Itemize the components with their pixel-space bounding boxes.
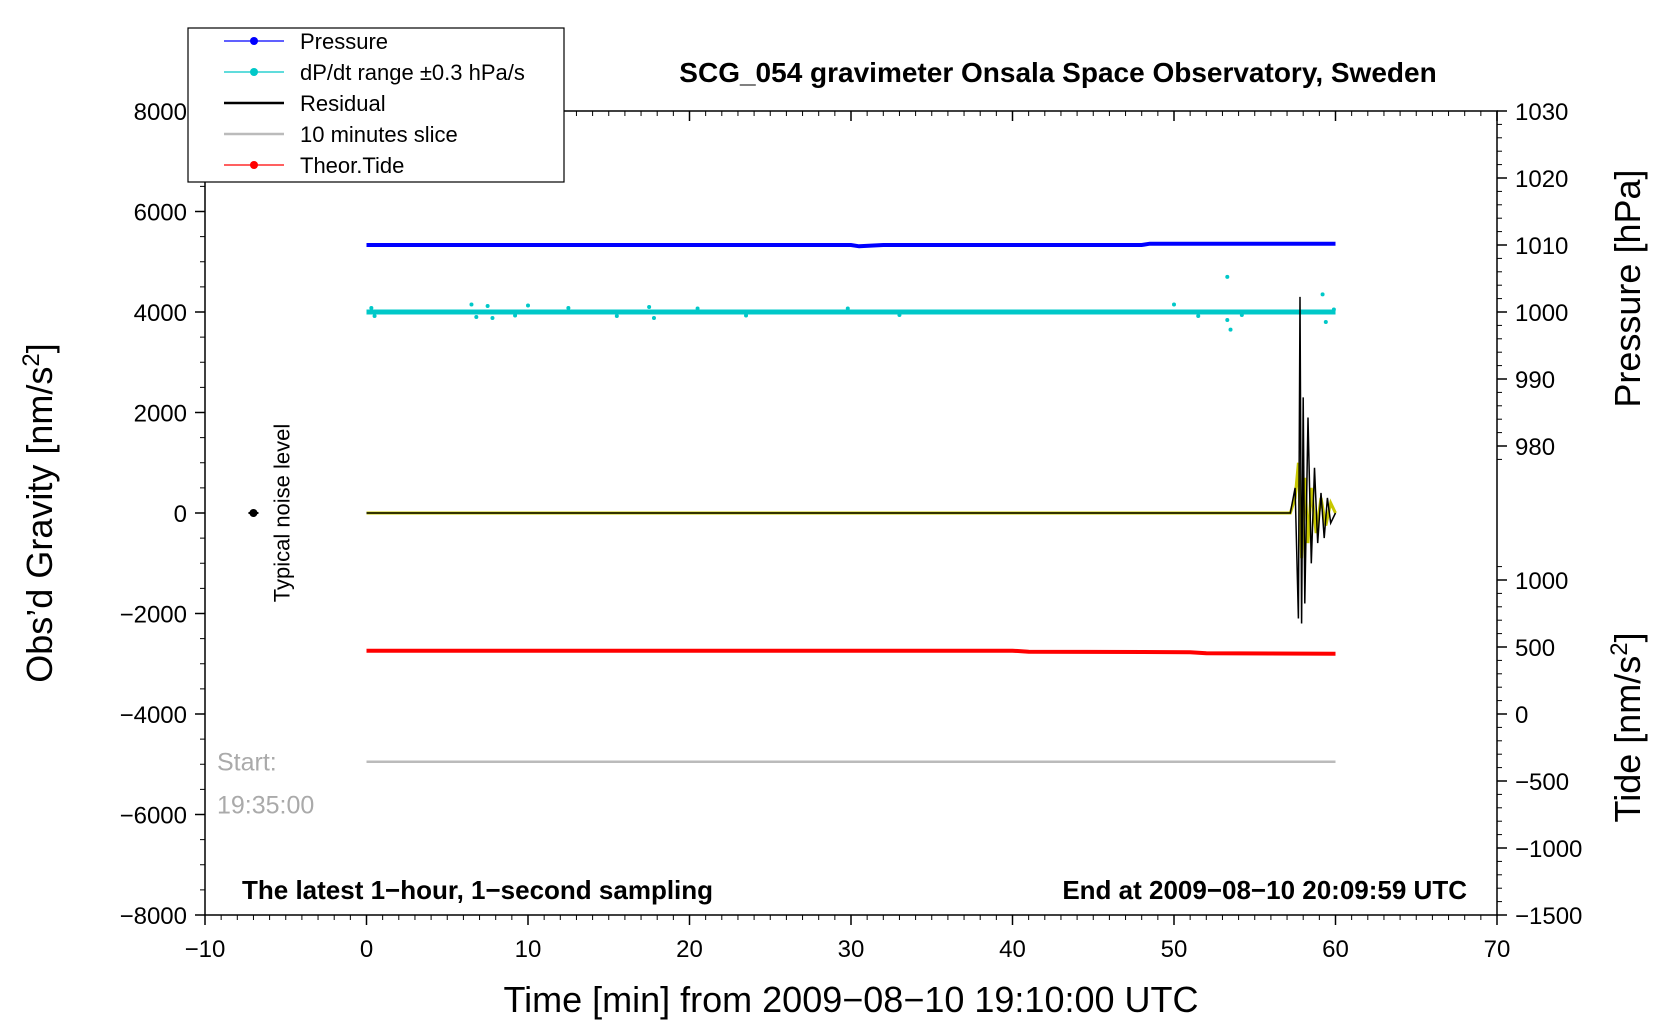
series-dpdt-point (1331, 307, 1336, 312)
series-dpdt-point (1239, 313, 1244, 318)
tide-tick-label: 0 (1515, 702, 1528, 729)
y-axis-tide: −1500 −1000 −500 0 500 1000 (1497, 566, 1582, 930)
noise-level-label: Typical noise level (269, 424, 294, 603)
series-dpdt-point (1225, 274, 1230, 279)
legend-marker (250, 37, 258, 45)
series-dpdt-point (897, 313, 902, 318)
series-dpdt-point (651, 316, 656, 321)
series-dpdt-point (744, 313, 749, 318)
x-axis: −10 0 10 20 30 40 50 60 70 (185, 111, 1511, 963)
x-tick-label: 10 (515, 936, 542, 963)
tide-tick-label: −1000 (1515, 836, 1582, 863)
pressure-tick-label: 1000 (1515, 300, 1568, 327)
y-axis-title-tide-sup: 2 (1606, 642, 1633, 655)
x-tick-label: 0 (360, 936, 373, 963)
legend-marker (250, 161, 258, 169)
start-label: Start: (217, 749, 277, 777)
y-tick-label: −4000 (120, 702, 187, 729)
legend-marker (250, 68, 258, 76)
y-axis-pressure: 980 990 1000 1010 1020 1030 (1497, 99, 1568, 461)
pressure-tick-label: 1010 (1515, 233, 1568, 260)
y-axis-title-pressure: Pressure [hPa] (1607, 169, 1648, 407)
y-axis-title-gravity-text: Obs’d Gravity [nm/s (19, 367, 60, 683)
series-dpdt-point (372, 314, 377, 319)
legend-label: Residual (300, 91, 386, 116)
series-residual-line (366, 296, 1337, 624)
series-dpdt-point (1225, 318, 1230, 323)
y-axis-title-gravity-close: ] (19, 343, 60, 353)
legend-label: Pressure (300, 29, 388, 54)
legend-label: Theor.Tide (300, 153, 404, 178)
series-dpdt-point (1196, 314, 1201, 319)
y-tick-label: 0 (174, 501, 187, 528)
y-axis-title-gravity: Obs’d Gravity [nm/s2] (18, 343, 61, 682)
y-axis-title-tide-close: ] (1607, 632, 1648, 642)
start-time: 19:35:00 (217, 792, 314, 820)
y-axis-title-tide-text: Tide [nm/s (1607, 656, 1648, 823)
series-dpdt-point (566, 305, 571, 310)
y-axis-title-tide: Tide [nm/s2] (1606, 632, 1649, 822)
tide-tick-label: −500 (1515, 769, 1569, 796)
legend-label: dP/dt range ±0.3 hPa/s (300, 60, 525, 85)
legend: Pressure dP/dt range ±0.3 hPa/s Residual 10… (187, 27, 565, 183)
y-tick-label: 4000 (134, 300, 187, 327)
tide-tick-label: −1500 (1515, 903, 1582, 930)
x-tick-label: 70 (1484, 936, 1511, 963)
pressure-tick-label: 980 (1515, 434, 1555, 461)
series-pressure-line (366, 241, 1336, 249)
x-tick-label: 60 (1322, 936, 1349, 963)
y-tick-label: −8000 (120, 903, 187, 930)
y-tick-label: 6000 (134, 200, 187, 227)
series-dpdt-point (513, 313, 518, 318)
series-dpdt-point (695, 306, 700, 311)
y-tick-label: 8000 (134, 99, 187, 126)
y-tick-label: 2000 (134, 401, 187, 428)
series-dpdt-point (469, 302, 474, 307)
pressure-tick-label: 990 (1515, 367, 1555, 394)
series-dpdt-point (485, 303, 490, 308)
series-dpdt-point (369, 305, 374, 310)
x-tick-label: 40 (999, 936, 1026, 963)
footer-right-label: End at 2009−08−10 20:09:59 UTC (1062, 875, 1467, 905)
x-axis-title: Time [min] from 2009−08−10 19:10:00 UTC (503, 979, 1198, 1020)
series-dpdt-point (647, 304, 652, 309)
pressure-tick-label: 1030 (1515, 99, 1568, 126)
x-tick-label: 30 (838, 936, 865, 963)
chart-title: SCG_054 gravimeter Onsala Space Observat… (679, 57, 1436, 88)
y-tick-label: −6000 (120, 803, 187, 830)
y-tick-label: −2000 (120, 602, 187, 629)
series-dpdt-point (474, 315, 479, 320)
x-tick-label: 50 (1161, 936, 1188, 963)
series-dpdt-point (1228, 327, 1233, 332)
series-dpdt-point (1320, 292, 1325, 297)
footer-left-label: The latest 1−hour, 1−second sampling (242, 875, 713, 905)
series-dpdt-point (845, 306, 850, 311)
series-dpdt-point (1172, 302, 1176, 307)
tide-tick-label: 500 (1515, 635, 1555, 662)
pressure-tick-label: 1020 (1515, 166, 1568, 193)
legend-box (187, 27, 565, 183)
series-dpdt-point (526, 303, 530, 308)
legend-label: 10 minutes slice (300, 122, 458, 147)
y-axis-gravity: −8000 −6000 −4000 −2000 0 2000 4000 6000 8000 (120, 99, 205, 930)
tide-tick-label: 1000 (1515, 568, 1568, 595)
series-dpdt-point (490, 316, 495, 321)
annotation-layer: Typical noise level Start: 19:35:00 (217, 424, 314, 820)
y-axis-title-gravity-sup: 2 (18, 353, 45, 366)
x-tick-label: 20 (676, 936, 703, 963)
series-dpdt-point (614, 314, 619, 319)
series-dpdt-point (1323, 320, 1328, 325)
series-filtered-line (366, 462, 1337, 559)
x-tick-label: −10 (185, 936, 226, 963)
series-tide-line (366, 648, 1336, 656)
series-layer (366, 241, 1337, 763)
